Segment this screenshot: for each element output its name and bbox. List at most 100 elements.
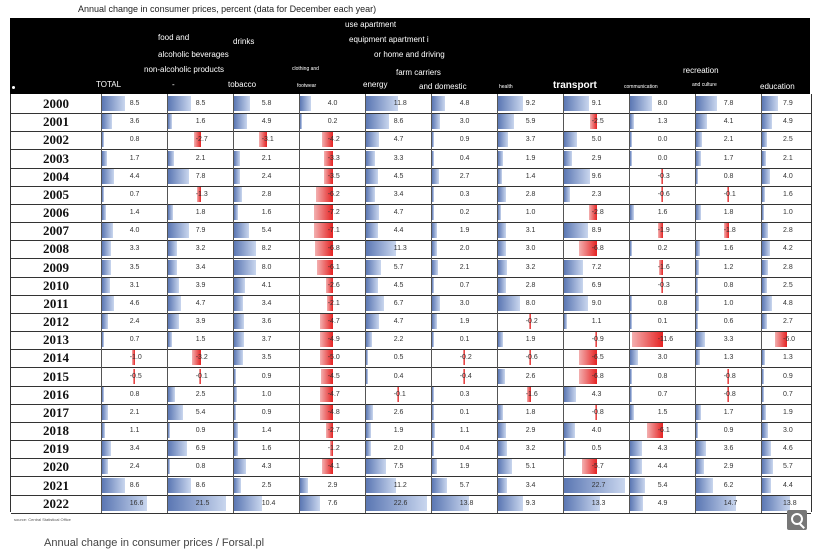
table-cell: 2.7: [761, 312, 812, 332]
value-bar: [234, 495, 263, 511]
value-bar: [630, 314, 632, 330]
table-cell: -0.6: [497, 348, 564, 368]
value-label: 1.9: [459, 463, 470, 471]
value-bar: [132, 350, 135, 366]
value-bar: [168, 96, 191, 111]
year-label: 2003: [43, 150, 69, 166]
table-cell: 1.7: [695, 148, 762, 168]
value-bar: [366, 423, 372, 439]
table-cell: 3.0: [497, 239, 564, 259]
table-cell: 4.0: [101, 221, 168, 241]
value-bar: [762, 404, 766, 420]
value-bar: [234, 459, 246, 475]
table-cell: 1.6: [233, 203, 300, 223]
table-cell: 1.3: [761, 348, 812, 368]
value-bar: [316, 186, 333, 202]
value-label: 2.9: [327, 481, 338, 489]
table-cell: 1.6: [233, 439, 300, 459]
value-label: 0.0: [657, 154, 668, 162]
value-label: 5.7: [459, 481, 470, 489]
table-cell: 3.4: [101, 439, 168, 459]
table-cell: -6.0: [761, 330, 812, 350]
value-bar: [102, 314, 109, 330]
value-label: 3.0: [525, 245, 536, 253]
table-cell: 8.5: [101, 94, 168, 113]
value-label: -1.6: [525, 390, 538, 398]
table-cell: 0.2: [299, 112, 366, 132]
value-bar: [168, 423, 171, 439]
header-fragment: transport: [553, 80, 597, 91]
value-label: 1.7: [723, 154, 734, 162]
value-bar: [762, 168, 770, 184]
table-cell: 1.6: [761, 184, 812, 204]
table-cell: 1.9: [365, 421, 432, 441]
table-cell: 0.7: [101, 184, 168, 204]
header-fragment: drinks: [233, 37, 255, 46]
value-bar: [234, 241, 257, 257]
header-fragment: recreation: [683, 66, 719, 75]
table-cell: 2.6: [365, 402, 432, 422]
value-bar: [102, 259, 112, 275]
value-bar: [564, 495, 600, 511]
table-cell: 0.8: [629, 293, 696, 313]
value-bar: [630, 386, 632, 402]
table-cell: -0.8: [563, 402, 630, 422]
header-fragment: farm carriers: [396, 68, 441, 77]
value-bar: [564, 386, 576, 402]
value-label: 2.5: [783, 136, 793, 144]
year-label: 2021: [43, 477, 69, 493]
table-cell: 1.6: [629, 203, 696, 223]
magnifier-icon[interactable]: [787, 510, 807, 530]
value-bar: [432, 423, 435, 439]
value-bar: [168, 314, 179, 330]
table-cell: 0.5: [563, 439, 630, 459]
value-label: 4.0: [591, 427, 602, 435]
value-label: 5.8: [261, 100, 272, 107]
value-label: 3.4: [261, 299, 272, 307]
table-cell: 2.3: [563, 184, 630, 204]
value-bar: [168, 441, 187, 457]
value-bar: [168, 150, 174, 166]
value-bar: [564, 96, 589, 111]
value-label: 11.8: [393, 100, 407, 107]
table-cell: -11.6: [629, 330, 696, 350]
year-label: 2008: [43, 241, 69, 257]
table-row: 2002 0.8 -2.7 -3.1 -4.2 4.7 0.9 3.7 5.0 0.0 2.1 2.5: [11, 130, 811, 151]
table-cell: 0.9: [233, 366, 300, 386]
table-cell: 0.1: [431, 330, 498, 350]
table-cell: 0.7: [629, 384, 696, 404]
value-bar: [102, 441, 112, 457]
year-label: 2012: [43, 314, 69, 330]
header-bullet: [12, 86, 15, 89]
value-label: 4.3: [261, 463, 272, 471]
value-label: 1.9: [459, 227, 470, 235]
value-bar: [102, 277, 111, 293]
value-bar: [432, 96, 445, 111]
value-bar: [498, 205, 501, 221]
table-cell: 4.7: [365, 130, 432, 150]
value-label: -1.9: [657, 227, 670, 235]
table-cell: 1.4: [101, 203, 168, 223]
table-cell: 7.9: [167, 221, 234, 241]
table-cell: 3.0: [629, 348, 696, 368]
value-bar: [775, 332, 787, 348]
value-label: 2.9: [723, 463, 734, 471]
value-bar: [630, 295, 633, 311]
value-bar: [102, 114, 112, 130]
value-bar: [102, 477, 126, 493]
table-row: 2020 2.4 0.8 4.3 -4.1 7.5 1.9 5.1 -5.7 4.4 2.9 5.7: [11, 457, 811, 478]
value-label: 2.1: [783, 154, 793, 162]
table-cell: 2.1: [101, 402, 168, 422]
table-cell: 0.8: [101, 384, 168, 404]
value-bar: [498, 114, 514, 130]
table-cell: -0.3: [629, 275, 696, 295]
value-label: -3.5: [327, 172, 340, 180]
value-bar: [192, 350, 201, 366]
table-cell: 1.9: [497, 148, 564, 168]
value-bar: [324, 150, 333, 166]
value-label: 8.5: [195, 100, 206, 107]
value-label: -2.7: [327, 427, 340, 435]
value-bar: [366, 259, 382, 275]
value-label: 8.5: [129, 100, 140, 107]
value-bar: [696, 132, 702, 148]
